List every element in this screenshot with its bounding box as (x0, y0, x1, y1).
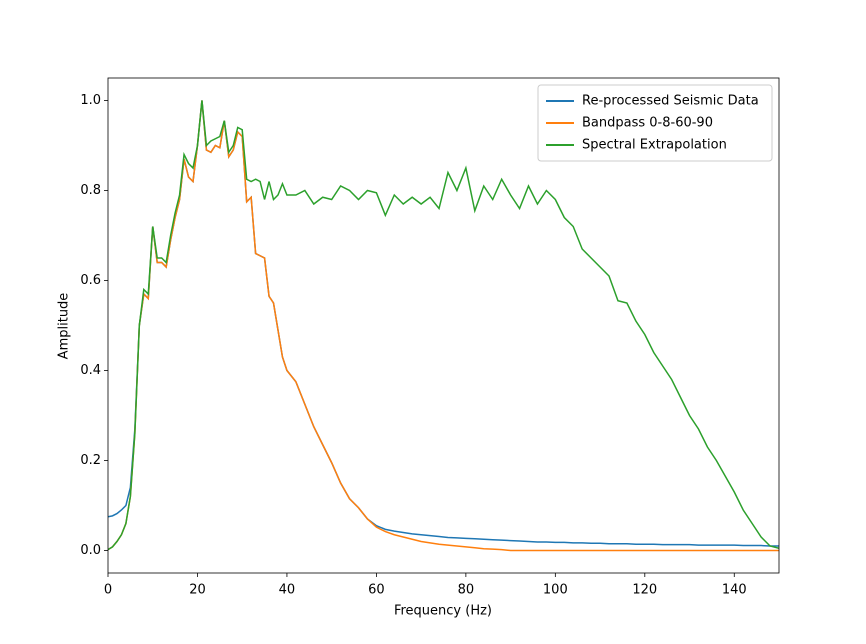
x-tick-label: 60 (368, 583, 385, 598)
y-tick-label: 0.4 (80, 363, 101, 378)
x-tick-label: 100 (543, 583, 568, 598)
legend-label: Re-processed Seismic Data (582, 94, 759, 109)
y-tick-label: 0.0 (80, 543, 101, 558)
y-tick-label: 0.8 (80, 183, 101, 198)
y-tick-label: 1.0 (80, 93, 101, 108)
x-tick-label: 0 (104, 583, 112, 598)
legend-label: Bandpass 0-8-60-90 (582, 116, 713, 131)
series-line (108, 100, 779, 547)
y-axis-label: Amplitude (57, 293, 72, 360)
legend-box (537, 84, 773, 162)
x-axis-label: Frequency (Hz) (394, 604, 492, 619)
legend-label: Spectral Extrapolation (582, 138, 727, 153)
x-tick-label: 80 (458, 583, 475, 598)
plot-frame (107, 77, 780, 574)
series-line (108, 100, 779, 551)
y-tick-label: 0.2 (80, 453, 101, 468)
y-tick-label: 0.6 (80, 273, 101, 288)
series-line (108, 100, 779, 552)
x-tick-label: 140 (722, 583, 747, 598)
x-tick-label: 20 (189, 583, 206, 598)
x-tick-label: 40 (279, 583, 296, 598)
x-tick-label: 120 (632, 583, 657, 598)
